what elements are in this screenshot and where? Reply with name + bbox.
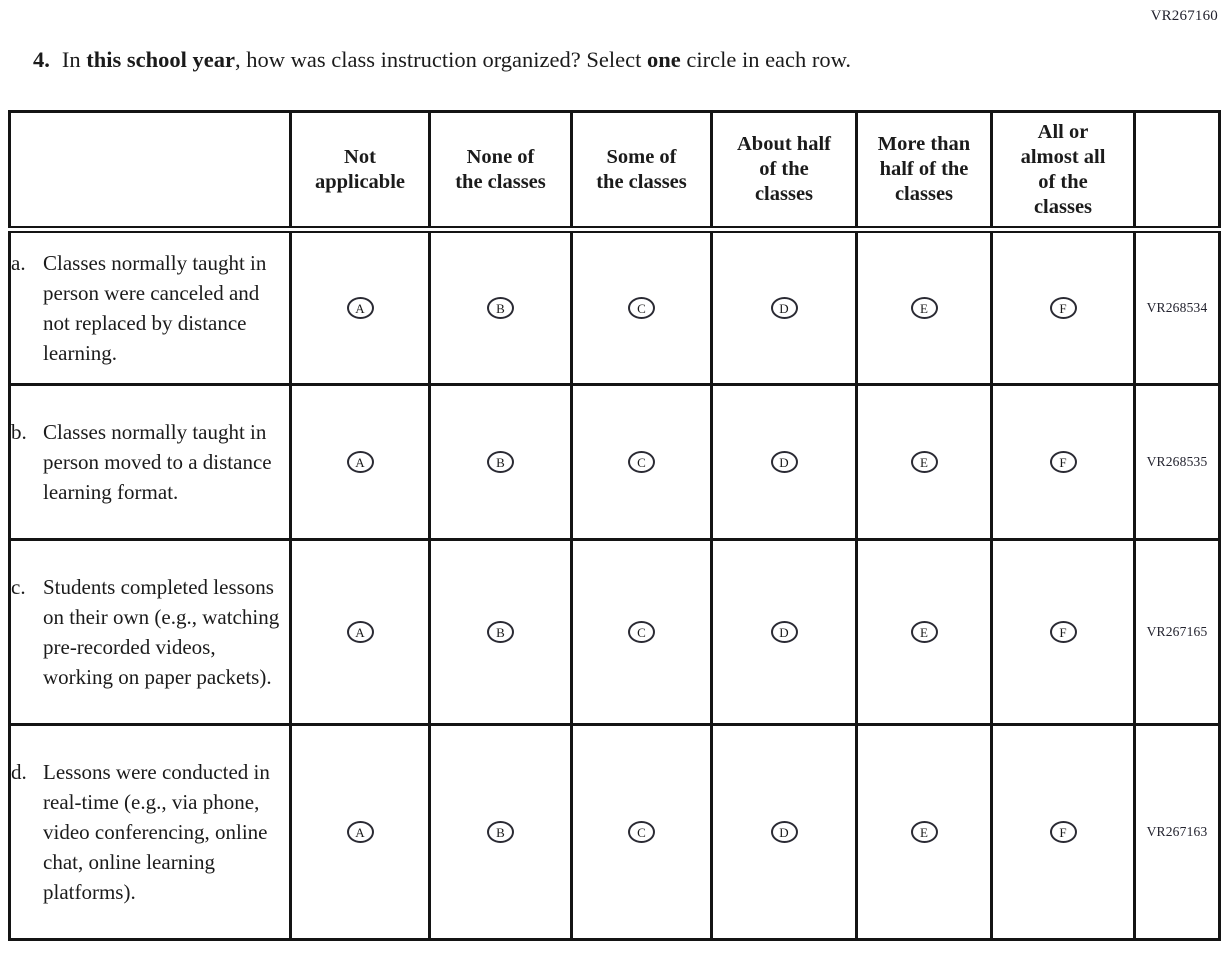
option-bubble-E[interactable]: E (910, 821, 938, 843)
bubble-cell: B (428, 538, 573, 726)
bubble-cell: D (710, 723, 858, 941)
header-empty-label-cell (8, 110, 292, 233)
response-grid-table: Not applicable None of the classes Some of… (8, 110, 1221, 941)
question-part1: In (61, 47, 87, 72)
bubble-cell: D (710, 538, 858, 726)
option-bubble-F[interactable]: F (1049, 451, 1077, 473)
bubble-cell: A (289, 383, 431, 541)
row-item-text: Classes normally taught in person were c… (43, 250, 267, 366)
table-row: c. Students completed lessons on their ow… (8, 538, 1221, 726)
option-bubble-F[interactable]: F (1049, 821, 1077, 843)
column-header-5: More than half of the classes (855, 110, 993, 233)
option-bubble-D[interactable]: D (770, 821, 798, 843)
option-bubble-D[interactable]: D (770, 297, 798, 319)
option-bubble-B[interactable]: B (487, 821, 514, 843)
column-header-1: Not applicable (289, 110, 431, 233)
option-bubble-D[interactable]: D (770, 451, 798, 473)
bubble-cell: C (570, 383, 713, 541)
column-header-3: Some of the classes (570, 110, 713, 233)
bubble-cell: D (710, 383, 858, 541)
bubble-cell: E (855, 383, 993, 541)
bubble-cell: F (990, 228, 1136, 386)
option-bubble-D[interactable]: D (770, 621, 798, 643)
row-form-code: VR268535 (1133, 383, 1221, 541)
option-bubble-C[interactable]: C (628, 621, 655, 643)
bubble-cell: C (570, 723, 713, 941)
bubble-cell: E (855, 723, 993, 941)
option-bubble-C[interactable]: C (628, 297, 655, 319)
option-bubble-B[interactable]: B (487, 451, 514, 473)
row-label-cell: c. Students completed lessons on their ow… (8, 538, 292, 726)
option-bubble-B[interactable]: B (487, 297, 514, 319)
row-form-code: VR267165 (1133, 538, 1221, 726)
row-item-letter: b. (11, 419, 27, 444)
page-form-code: VR267160 (1150, 8, 1218, 24)
option-bubble-F[interactable]: F (1049, 297, 1077, 319)
option-bubble-C[interactable]: C (628, 451, 655, 473)
bubble-cell: A (289, 538, 431, 726)
option-bubble-E[interactable]: E (910, 621, 938, 643)
bubble-cell: F (990, 723, 1136, 941)
option-bubble-B[interactable]: B (487, 621, 514, 643)
row-item-text: Classes normally taught in person moved … (43, 419, 272, 504)
option-bubble-A[interactable]: A (346, 297, 374, 319)
question-number: 4. (33, 47, 50, 72)
row-label-cell: b. Classes normally taught in person move… (8, 383, 292, 541)
bubble-cell: B (428, 228, 573, 386)
bubble-cell: F (990, 383, 1136, 541)
column-header-4: About half of the classes (710, 110, 858, 233)
bubble-cell: C (570, 538, 713, 726)
row-label-cell: a. Classes normally taught in person were… (8, 228, 292, 386)
column-header-2: None of the classes (428, 110, 573, 233)
bubble-cell: C (570, 228, 713, 386)
row-form-code: VR268534 (1133, 228, 1221, 386)
bubble-cell: D (710, 228, 858, 386)
option-bubble-F[interactable]: F (1049, 621, 1077, 643)
question-part2: , how was class instruction organized? S… (235, 47, 647, 72)
option-bubble-E[interactable]: E (910, 297, 938, 319)
question-bold1: this school year (86, 47, 235, 72)
table-row: d. Lessons were conducted in real-time (e… (8, 723, 1221, 941)
question-text: 4. In this school year, how was class ins… (33, 46, 1212, 74)
row-item-letter: c. (11, 574, 26, 599)
row-item-letter: a. (11, 250, 26, 275)
bubble-cell: A (289, 228, 431, 386)
option-bubble-A[interactable]: A (346, 821, 374, 843)
question-bold2: one (646, 47, 681, 72)
option-bubble-C[interactable]: C (628, 821, 655, 843)
option-bubble-A[interactable]: A (346, 621, 374, 643)
row-item-text: Lessons were conducted in real-time (e.g… (43, 759, 270, 905)
table-row: a. Classes normally taught in person were… (8, 228, 1221, 386)
row-item-letter: d. (11, 759, 27, 784)
row-label-cell: d. Lessons were conducted in real-time (e… (8, 723, 292, 941)
bubble-cell: F (990, 538, 1136, 726)
bubble-cell: B (428, 383, 573, 541)
bubble-cell: A (289, 723, 431, 941)
bubble-cell: E (855, 538, 993, 726)
table-row: b. Classes normally taught in person move… (8, 383, 1221, 541)
bubble-cell: E (855, 228, 993, 386)
question-part3: circle in each row. (680, 47, 852, 72)
header-empty-code-cell (1133, 110, 1221, 233)
row-item-text: Students completed lessons on their own … (43, 574, 280, 690)
column-header-6: All or almost all of the classes (990, 110, 1136, 233)
bubble-cell: B (428, 723, 573, 941)
option-bubble-E[interactable]: E (910, 451, 938, 473)
option-bubble-A[interactable]: A (346, 451, 374, 473)
table-header-row: Not applicable None of the classes Some of… (8, 110, 1221, 233)
row-form-code: VR267163 (1133, 723, 1221, 941)
response-grid-wrap: Not applicable None of the classes Some of… (8, 110, 1221, 941)
